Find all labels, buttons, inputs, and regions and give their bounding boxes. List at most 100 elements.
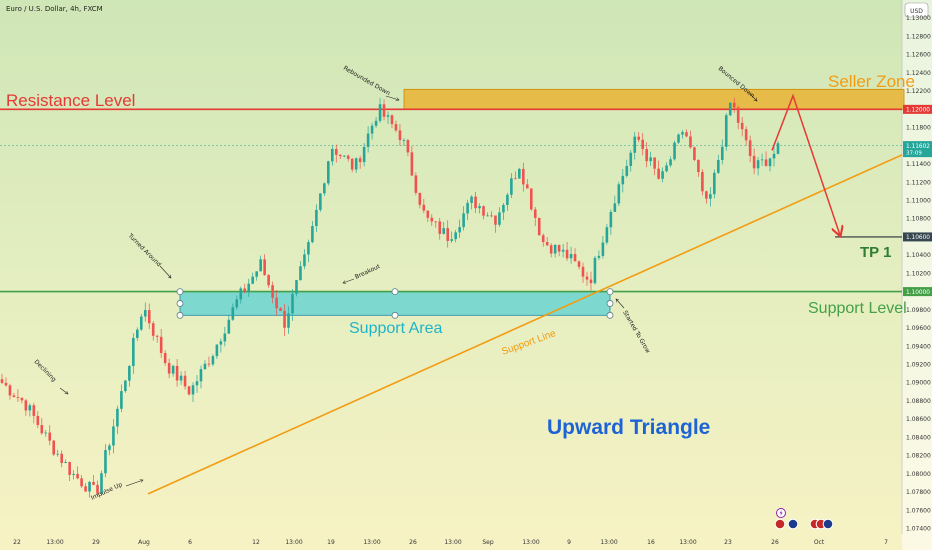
support-area-handles[interactable]: [176, 288, 614, 319]
candle-body: [657, 168, 660, 179]
candle-body: [12, 395, 16, 398]
time-tick-label: Sep: [482, 539, 494, 546]
candle-body: [48, 432, 52, 441]
candle-body: [510, 178, 513, 195]
candle-body: [338, 154, 342, 157]
candle-body: [16, 397, 20, 398]
candle-body: [533, 209, 537, 218]
candle-body: [760, 159, 764, 161]
candle-body: [44, 432, 48, 434]
time-tick-label: 9: [567, 539, 571, 546]
price-tick-label: 1.11200: [906, 179, 931, 186]
resize-handle[interactable]: [176, 288, 184, 296]
price-tick-label: 1.10800: [906, 216, 931, 223]
candle-body: [693, 147, 696, 160]
candle-body: [641, 139, 644, 150]
candle-body: [80, 478, 83, 487]
eu-flag-event-icon[interactable]: [787, 518, 799, 530]
candle-body: [334, 148, 338, 155]
candle-body: [311, 226, 314, 243]
candle-body: [633, 136, 637, 153]
candle-body: [287, 313, 290, 328]
candle-body: [342, 155, 346, 157]
candle-body: [776, 143, 780, 154]
resize-handle[interactable]: [606, 288, 614, 296]
candle-body: [92, 481, 95, 485]
candle-body: [100, 473, 103, 494]
candle-body: [275, 297, 278, 309]
price-badge-countdown: 37:09: [906, 151, 922, 157]
candle-body: [108, 445, 111, 451]
candle-body: [76, 473, 79, 479]
symbol-title: Euro / U.S. Dollar, 4h, FXCM: [6, 5, 103, 13]
time-tick-label: 16: [647, 539, 655, 546]
candle-body: [374, 120, 378, 126]
candle-body: [167, 363, 171, 374]
candle-body: [382, 104, 386, 117]
candle-body: [426, 210, 430, 218]
resize-handle[interactable]: [391, 288, 399, 296]
price-badge: [903, 232, 932, 242]
candle-body: [458, 227, 461, 233]
seller-zone-box[interactable]: [403, 88, 905, 110]
candle-body: [207, 363, 211, 365]
candle-body: [136, 329, 139, 338]
projection-path[interactable]: [771, 93, 840, 235]
candle-body: [299, 266, 302, 281]
impulse-up-arrow: [125, 480, 143, 487]
candle-body: [259, 259, 262, 272]
candle-body: [454, 232, 457, 240]
candle-body: [661, 171, 664, 179]
candle-body: [601, 242, 605, 256]
candle-body: [139, 316, 143, 330]
triangle-support-line[interactable]: [147, 154, 903, 495]
candle-body: [486, 215, 489, 217]
us-flag-event-icon[interactable]: [774, 518, 786, 530]
candle-body: [717, 159, 720, 173]
started-to-grow-arrow: [616, 299, 625, 309]
candle-body: [271, 285, 274, 298]
candle-body: [537, 217, 541, 236]
support-area-box[interactable]: [179, 291, 611, 316]
candle-body: [390, 115, 394, 125]
resize-handle[interactable]: [176, 300, 184, 307]
candle-body: [525, 184, 529, 189]
time-tick-label: 19: [327, 539, 335, 546]
turned-around-arrow: [159, 265, 171, 278]
candle-body: [219, 341, 223, 345]
candle-body: [553, 244, 557, 254]
resize-handle[interactable]: [606, 300, 614, 307]
candle-body: [450, 239, 453, 241]
price-tick-label: 1.10400: [906, 252, 931, 259]
candle-body: [295, 280, 298, 294]
price-axis-panel: [902, 0, 932, 550]
candle-body: [195, 381, 199, 386]
resize-handle[interactable]: [391, 311, 399, 319]
candle-body: [378, 104, 382, 121]
currency-button[interactable]: [904, 2, 929, 18]
candle-body: [366, 133, 370, 147]
candle-body: [64, 462, 67, 463]
candle-body: [96, 484, 99, 494]
candle-body: [386, 115, 390, 117]
candle-body: [84, 486, 87, 492]
resize-handle[interactable]: [176, 311, 184, 319]
seller-zone-label: Seller Zone: [828, 72, 915, 91]
chart-main-title: Upward Triangle: [547, 416, 710, 439]
candle-body: [394, 124, 398, 131]
candle-body: [597, 255, 601, 258]
candle-body: [60, 453, 63, 463]
candle-body: [665, 165, 668, 172]
economic-events[interactable]: [774, 508, 834, 530]
candle-body: [585, 276, 589, 280]
candle-body: [506, 194, 509, 205]
price-badge-value: 1.10000: [906, 290, 930, 296]
candle-body: [518, 168, 521, 179]
eu-flag-event-icon[interactable]: [822, 518, 834, 530]
price-tick-label: 1.09000: [906, 380, 931, 387]
candle-body: [303, 254, 306, 267]
candle-body: [370, 125, 374, 134]
candle-body: [466, 202, 469, 214]
resize-handle[interactable]: [606, 311, 614, 319]
